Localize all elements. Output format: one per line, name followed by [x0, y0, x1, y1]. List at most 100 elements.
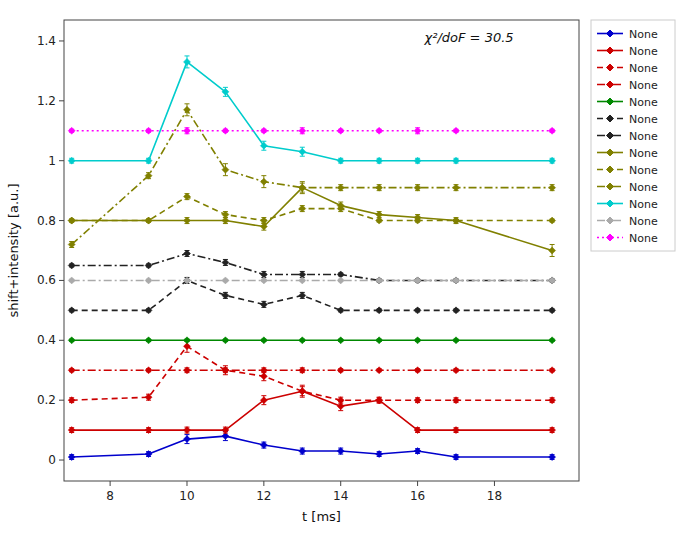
series-line: [72, 253, 552, 280]
data-point: [260, 367, 267, 374]
x-tick: [110, 481, 111, 486]
data-point: [549, 247, 556, 254]
data-point: [414, 397, 421, 404]
data-point: [145, 451, 152, 458]
data-point: [549, 454, 556, 461]
data-point: [68, 307, 75, 314]
legend-label: None: [629, 28, 658, 41]
data-point: [337, 157, 344, 164]
data-point: [260, 277, 267, 284]
data-point: [260, 217, 267, 224]
data-point: [145, 307, 152, 314]
data-point: [68, 427, 75, 434]
error-bar: [184, 56, 189, 68]
error-bar: [454, 185, 459, 191]
error-bar: [550, 245, 555, 257]
data-point: [183, 337, 190, 344]
data-point: [376, 397, 383, 404]
error-bar: [415, 185, 420, 191]
data-point: [549, 184, 556, 191]
data-point: [145, 262, 152, 269]
x-tick: [417, 481, 418, 486]
series-line: [72, 340, 552, 342]
legend-label: None: [629, 79, 658, 92]
data-point: [183, 217, 190, 224]
error-bar: [184, 251, 189, 257]
error-bar: [300, 183, 305, 192]
data-point: [414, 277, 421, 284]
data-point: [549, 157, 556, 164]
data-point: [145, 277, 152, 284]
error-bar: [377, 185, 382, 191]
data-point: [549, 217, 556, 224]
series: [68, 367, 555, 374]
legend-label: None: [629, 147, 658, 160]
y-tick-label: 1.2: [37, 94, 56, 108]
legend-label: None: [629, 113, 658, 126]
data-point: [453, 277, 460, 284]
data-point: [299, 448, 306, 455]
y-tick: [59, 160, 64, 161]
data-point: [414, 184, 421, 191]
series: [68, 277, 555, 314]
data-point: [145, 172, 152, 179]
error-bar: [338, 448, 343, 454]
data-point: [453, 217, 460, 224]
data-point: [549, 127, 556, 134]
data-point: [414, 448, 421, 455]
data-point: [260, 397, 267, 404]
error-bar: [184, 218, 189, 224]
error-bar: [377, 212, 382, 218]
series-line: [72, 197, 552, 221]
series-line: [72, 369, 552, 371]
y-tick-label: 0.6: [37, 273, 56, 287]
x-tick: [494, 481, 495, 486]
series-line: [72, 130, 552, 132]
legend-label: None: [629, 198, 658, 211]
data-point: [376, 451, 383, 458]
series: [68, 277, 555, 284]
data-point: [549, 337, 556, 344]
data-point: [453, 307, 460, 314]
error-bar: [146, 394, 151, 400]
legend: NoneNoneNoneNoneNoneNoneNoneNoneNoneNone…: [591, 20, 675, 251]
data-point: [453, 454, 460, 461]
data-point: [260, 178, 267, 185]
data-point: [68, 241, 75, 248]
error-bar: [223, 292, 228, 298]
legend-label: None: [629, 96, 658, 109]
legend-label: None: [629, 232, 658, 245]
series-line: [72, 436, 552, 457]
error-bar: [300, 182, 305, 194]
x-axis-label: t [ms]: [302, 509, 341, 524]
data-point: [222, 259, 229, 266]
error-bar: [223, 212, 228, 218]
data-point: [222, 367, 229, 374]
legend-marker: [607, 217, 614, 224]
x-tick: [263, 481, 264, 486]
error-bar: [261, 301, 266, 307]
data-point: [222, 367, 229, 374]
data-point: [376, 367, 383, 374]
legend-box: [591, 20, 675, 251]
data-point: [453, 184, 460, 191]
data-point: [337, 277, 344, 284]
legend-marker: [607, 200, 614, 207]
data-point: [183, 58, 190, 65]
error-bar: [223, 366, 228, 375]
data-point: [260, 337, 267, 344]
plot-frame: [64, 20, 579, 481]
y-tick-label: 0: [48, 453, 56, 467]
data-point: [145, 427, 152, 434]
data-point: [145, 157, 152, 164]
data-point: [453, 397, 460, 404]
error-bar: [300, 448, 305, 454]
error-bar: [338, 185, 343, 191]
series: [68, 337, 555, 344]
error-bar: [184, 435, 189, 444]
data-point: [222, 88, 229, 95]
legend-label: None: [629, 45, 658, 58]
legend-marker: [607, 183, 614, 190]
data-point: [337, 127, 344, 134]
data-point: [260, 142, 267, 149]
